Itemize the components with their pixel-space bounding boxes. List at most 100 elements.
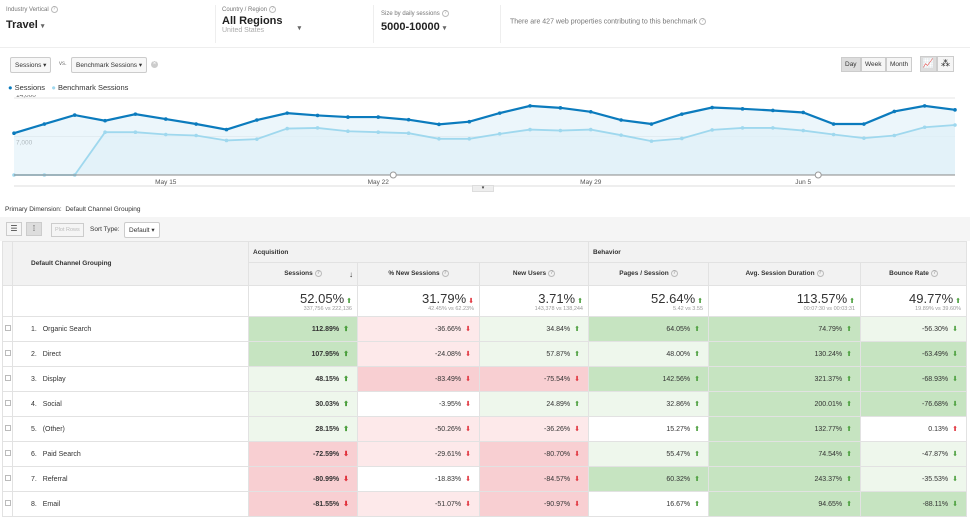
motion-chart-icon[interactable]: ⁂ (937, 56, 954, 72)
arrow-down-icon: ⬇ (465, 501, 471, 508)
column-header[interactable]: New Users? (479, 262, 589, 286)
data-point (528, 127, 532, 132)
help-icon[interactable]: ? (441, 270, 449, 278)
help-icon[interactable]: ? (269, 6, 277, 13)
row-checkbox[interactable] (2, 391, 13, 417)
comparison-view-icon[interactable]: ⁞ (26, 222, 42, 236)
help-icon[interactable]: ? (441, 10, 449, 17)
annotation-marker[interactable] (814, 171, 822, 179)
data-point (437, 122, 441, 127)
arrow-down-icon: ⬇ (574, 376, 580, 383)
arrow-up-icon: ⬆ (955, 297, 961, 305)
chart-collapse-handle[interactable]: ▾ (472, 185, 494, 192)
column-header[interactable]: % New Sessions? (357, 262, 480, 286)
data-point (346, 115, 350, 119)
benchmark-info: There are 427 web properties contributin… (510, 18, 707, 25)
help-icon[interactable]: ? (930, 270, 938, 278)
channel-name[interactable]: 1. Organic Search (12, 316, 249, 342)
row-checkbox[interactable] (2, 466, 13, 492)
channel-name[interactable]: 6. Paid Search (12, 441, 249, 467)
table-view-icon[interactable]: ☰ (6, 222, 22, 236)
arrow-down-icon: ⬇ (952, 401, 958, 408)
channel-name[interactable]: 2. Direct (12, 341, 249, 367)
help-icon[interactable]: ? (314, 270, 322, 278)
vs-label: vs. (59, 61, 67, 67)
row-checkbox[interactable] (2, 416, 13, 442)
filter-industry[interactable]: Industry Vertical? Travel ▾ (6, 6, 58, 31)
help-icon[interactable]: ? (670, 270, 678, 278)
filter-size[interactable]: Size by daily sessions? 5000-10000 ▾ (381, 10, 449, 33)
metric-cell: -36.66% ⬇ (357, 316, 480, 342)
data-point (224, 127, 229, 132)
week-button[interactable]: Week (861, 57, 886, 72)
annotation-marker[interactable] (389, 171, 397, 179)
legend-sessions-dot: ● (8, 83, 13, 92)
help-icon[interactable]: ? (699, 18, 707, 25)
column-header[interactable]: Sessions? ↓ (248, 262, 358, 286)
metric-cell: 57.87% ⬆ (479, 341, 589, 367)
plot-rows-button[interactable]: Plot Rows (51, 223, 84, 237)
dimension-header[interactable]: Default Channel Grouping (12, 241, 249, 286)
compare-metric-select[interactable]: Benchmark Sessions ▾ (71, 57, 148, 73)
arrow-up-icon: ⬆ (343, 351, 349, 358)
help-icon[interactable]: ? (548, 270, 556, 278)
channel-name[interactable]: 4. Social (12, 391, 249, 417)
data-point (680, 136, 684, 141)
channel-name[interactable]: 8. Email (12, 491, 249, 517)
metric-cell: -51.07% ⬇ (357, 491, 480, 517)
column-header[interactable]: Bounce Rate? (860, 262, 967, 286)
divider (0, 47, 970, 48)
arrow-down-icon: ⬇ (468, 297, 474, 305)
channel-table: Default Channel Grouping Acquisition Beha… (2, 241, 967, 517)
arrow-up-icon: ⬆ (849, 297, 855, 305)
channel-name[interactable]: 3. Display (12, 366, 249, 392)
total-cell: 31.79% ⬇ 42.45% vs 62.23% (357, 285, 480, 317)
metric-cell: 142.56% ⬆ (588, 366, 709, 392)
table-row: 4. Social 30.03% ⬆ -3.95% ⬇ 24.89% ⬆ 32.86% ⬆ 200… (2, 391, 967, 417)
remove-compare-icon[interactable]: × (151, 61, 158, 68)
column-header[interactable]: Avg. Session Duration? (708, 262, 861, 286)
row-checkbox[interactable] (2, 366, 13, 392)
column-header[interactable]: Pages / Session? (588, 262, 709, 286)
row-checkbox[interactable] (2, 316, 13, 342)
channel-name[interactable]: 7. Referral (12, 466, 249, 492)
legend-sessions: Sessions (14, 83, 46, 92)
arrow-down-icon: ⬇ (343, 501, 349, 508)
metric-cell: -83.49% ⬇ (357, 366, 480, 392)
metric-cell: 15.27% ⬆ (588, 416, 709, 442)
day-button[interactable]: Day (841, 57, 861, 72)
row-checkbox[interactable] (2, 341, 13, 367)
total-cell: 3.71% ⬆ 143,378 vs 138,244 (479, 285, 589, 317)
data-point (133, 112, 138, 116)
row-checkbox[interactable] (2, 441, 13, 467)
sort-type-select[interactable]: Default ▾ (124, 222, 160, 238)
arrow-up-icon: ⬆ (694, 451, 700, 458)
arrow-up-icon: ⬆ (846, 376, 852, 383)
help-icon[interactable]: ? (50, 6, 58, 13)
filter-region[interactable]: Country / Region? All Regions ▾ United S… (222, 6, 302, 35)
month-button[interactable]: Month (886, 57, 913, 72)
data-point (497, 111, 502, 115)
metric-cell: 130.24% ⬆ (708, 341, 861, 367)
dimension-value[interactable]: Default Channel Grouping (65, 206, 141, 213)
channel-name[interactable]: 5. (Other) (12, 416, 249, 442)
data-point (680, 112, 684, 116)
help-icon[interactable]: ? (816, 270, 824, 278)
metric-cell: -81.55% ⬇ (248, 491, 358, 517)
data-point (194, 122, 198, 126)
data-point (315, 113, 320, 118)
metric-cell: -24.08% ⬇ (357, 341, 480, 367)
line-chart-icon[interactable]: 📈 (920, 56, 937, 72)
metric-cell: -75.54% ⬇ (479, 366, 589, 392)
metric-select[interactable]: Sessions ▾ (10, 57, 52, 73)
arrow-up-icon: ⬆ (577, 297, 583, 305)
data-point (376, 130, 381, 135)
table-row: 2. Direct 107.95% ⬆ -24.08% ⬇ 57.87% ⬆ 48.00% ⬆ 1… (2, 341, 967, 367)
arrow-up-icon: ⬆ (694, 351, 700, 358)
arrow-down-icon: ⬇ (343, 451, 349, 458)
row-checkbox[interactable] (2, 491, 13, 517)
arrow-down-icon: ⬇ (952, 501, 958, 508)
total-cell: 113.57% ⬆ 00:07:30 vs 00:03:31 (708, 285, 861, 317)
metric-cell: 112.89% ⬆ (248, 316, 358, 342)
